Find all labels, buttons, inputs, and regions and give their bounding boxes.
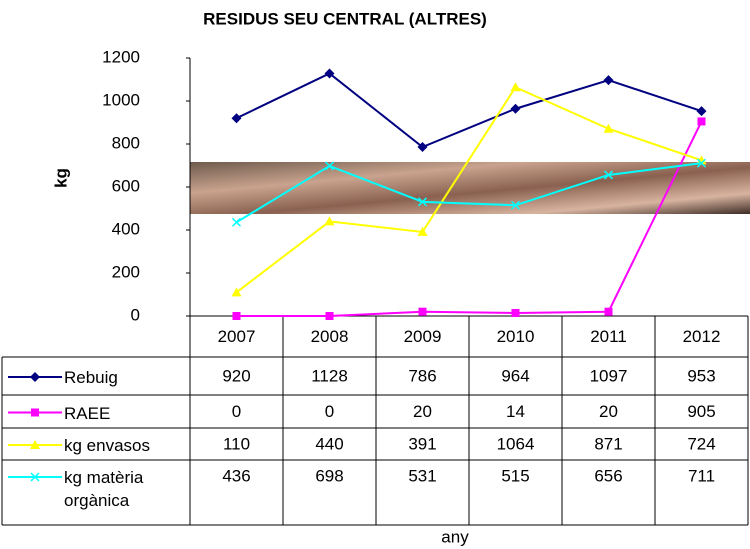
table-value: 724	[687, 434, 715, 453]
marker	[604, 75, 614, 85]
y-tick-label: 400	[112, 219, 140, 238]
table-value: 110	[223, 434, 250, 453]
table-value: 964	[501, 366, 529, 385]
x-axis-label: any	[441, 527, 469, 546]
table-value: 1064	[497, 434, 535, 453]
table-value: 0	[325, 402, 334, 421]
table-value: 1097	[590, 366, 628, 385]
marker	[697, 106, 707, 116]
table-value: 0	[232, 402, 241, 421]
table-value: 656	[594, 466, 622, 485]
table-value: 920	[222, 366, 250, 385]
y-tick-label: 200	[112, 262, 140, 281]
marker	[698, 117, 706, 125]
marker	[31, 409, 39, 417]
marker	[232, 113, 242, 123]
marker	[512, 309, 520, 317]
marker	[233, 312, 241, 320]
x-tick-label: 2007	[218, 327, 256, 346]
y-tick-label: 600	[112, 176, 140, 195]
marker	[511, 104, 521, 114]
y-tick-label: 0	[131, 305, 140, 324]
marker	[326, 312, 334, 320]
marker	[511, 82, 521, 91]
y-tick-label: 800	[112, 133, 140, 152]
table-value: 14	[506, 402, 525, 421]
table-value: 711	[688, 466, 715, 485]
table-value: 20	[413, 402, 432, 421]
y-axis-label: kg	[51, 168, 70, 188]
line	[237, 121, 702, 316]
marker	[30, 372, 40, 382]
table-value: 953	[687, 366, 715, 385]
x-tick-label: 2011	[590, 327, 627, 346]
table-value: 515	[501, 466, 529, 485]
table-value: 436	[222, 466, 250, 485]
table-value: 440	[315, 434, 343, 453]
table-value: 391	[408, 434, 436, 453]
table-value: 1128	[311, 366, 348, 385]
legend-label: Rebuig	[64, 366, 179, 389]
background-image	[190, 162, 750, 214]
x-tick-label: 2008	[311, 327, 349, 346]
table-value: 20	[599, 402, 618, 421]
marker	[419, 308, 427, 316]
x-tick-label: 2010	[497, 327, 535, 346]
x-tick-label: 2012	[683, 327, 721, 346]
x-tick-label: 2009	[404, 327, 442, 346]
table-value: 786	[408, 366, 436, 385]
marker	[233, 218, 241, 226]
y-tick-label: 1000	[102, 90, 140, 109]
table-value: 905	[687, 402, 715, 421]
series	[232, 68, 707, 152]
table-value: 531	[408, 466, 436, 485]
legend-label: kg matèria orgànica	[64, 466, 179, 512]
chart-title: RESIDUS SEU CENTRAL (ALTRES)	[203, 9, 487, 28]
table-value: 698	[315, 466, 343, 485]
y-tick-label: 1200	[102, 47, 140, 66]
chart: RESIDUS SEU CENTRAL (ALTRES) kg any 0200…	[0, 0, 750, 549]
legend-label-box: kg matèria orgànica	[64, 466, 184, 516]
legend-label: kg envasos	[64, 434, 179, 457]
marker	[605, 308, 613, 316]
series	[233, 117, 706, 320]
table-value: 871	[594, 434, 622, 453]
legend-label: RAEE	[64, 402, 179, 425]
